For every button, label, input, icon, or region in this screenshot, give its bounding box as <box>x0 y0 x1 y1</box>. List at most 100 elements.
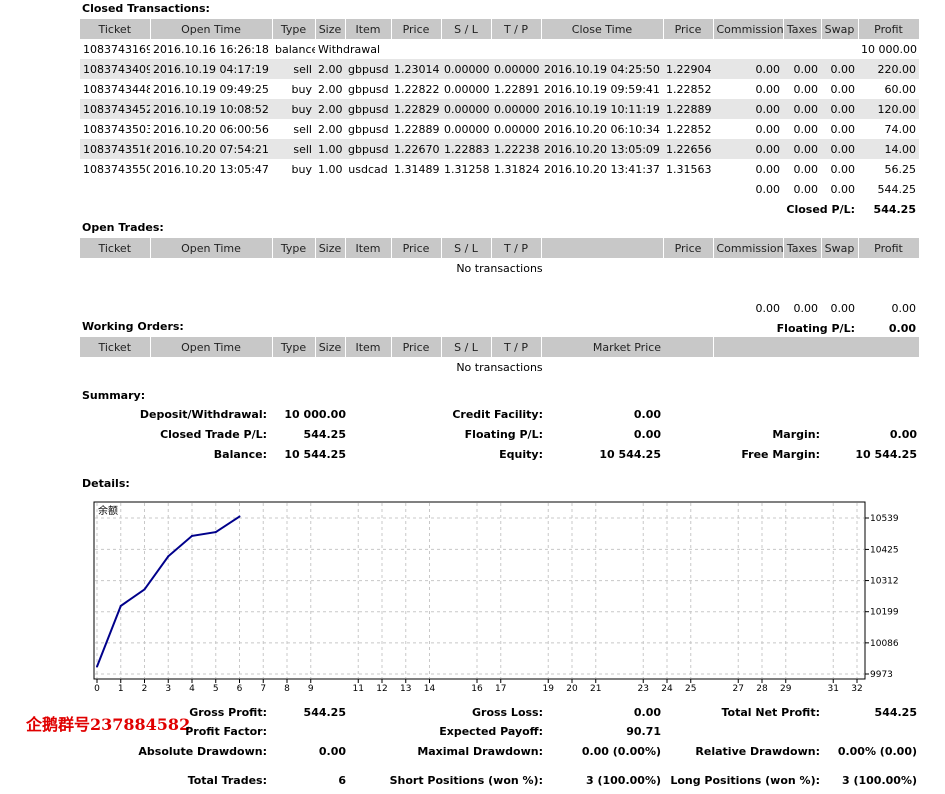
profit-cell: 120.00 <box>858 99 919 119</box>
column-header: T / P <box>491 337 542 357</box>
floating-pl-row: Floating P/L: 0.00 <box>80 318 919 338</box>
total-net-profit-value: 544.25 <box>874 706 917 719</box>
summary-title: Summary: <box>82 389 146 402</box>
column-header: Price <box>391 238 442 258</box>
type-cell: sell <box>272 139 315 159</box>
margin-value: 0.00 <box>889 428 917 441</box>
credit-value: 0.00 <box>633 408 661 421</box>
column-header: Size <box>315 238 346 258</box>
column-header: Type <box>272 19 316 39</box>
type-cell: balance <box>275 42 315 56</box>
table-row: 1083743503 2016.10.20 06:00:56 sell 2.00 gbp… <box>80 119 919 139</box>
table-row: 1083743452 2016.10.19 10:08:52 buy 2.00 gbpu… <box>80 99 919 119</box>
open-time-cell: 2016.10.16 16:26:18 <box>153 42 269 56</box>
relative-drawdown-label: Relative Drawdown: <box>695 745 820 758</box>
taxes-cell: 0.00 <box>783 139 821 159</box>
no-transactions-text: No transactions <box>456 360 543 374</box>
maximal-drawdown-label: Maximal Drawdown: <box>417 745 543 758</box>
ticket-cell: 1083743503 <box>83 122 150 136</box>
column-header: T / P <box>491 238 542 258</box>
open-trades-title: Open Trades: <box>82 221 164 234</box>
balance-point <box>167 555 170 558</box>
ticket-cell: 1083743448 <box>83 82 150 96</box>
column-header: Close Time <box>541 19 664 39</box>
column-header <box>541 238 664 258</box>
relative-drawdown-value: 0.00% (0.00) <box>837 745 917 758</box>
column-header: Open Time <box>150 19 273 39</box>
stop-loss-cell: 0.00000 <box>444 82 490 96</box>
swap-total: 0.00 <box>830 301 856 315</box>
x-tick-label: 2 <box>142 684 148 694</box>
swap-cell: 0.00 <box>821 59 858 79</box>
column-header: Type <box>272 238 316 258</box>
item-cell: usdcad <box>348 162 388 176</box>
spacer-cell <box>80 278 919 298</box>
take-profit-cell: 0.00000 <box>491 99 541 119</box>
open-time-cell: 2016.10.19 10:08:52 <box>150 99 272 119</box>
open-time-cell: 2016.10.20 07:54:21 <box>150 139 272 159</box>
closed-pl-value: 544.25 <box>873 202 916 216</box>
open-time-cell: 2016.10.20 06:00:56 <box>153 122 269 136</box>
x-tick-label: 24 <box>661 684 673 694</box>
commission-cell: 0.00 <box>755 162 781 176</box>
totals-row: 0.00 0.00 0.00 544.25 <box>80 179 919 199</box>
credit-label: Credit Facility: <box>452 408 543 421</box>
long-positions-value: 3 (100.00%) <box>841 774 917 787</box>
column-header: Taxes <box>783 19 822 39</box>
profit-factor-label: Profit Factor: <box>185 725 267 738</box>
long-positions-label: Long Positions (won %): <box>670 774 820 787</box>
deposit-value: 10 000.00 <box>284 408 346 421</box>
x-tick-label: 4 <box>189 684 195 694</box>
x-tick-label: 14 <box>424 684 436 694</box>
x-tick-label: 7 <box>260 684 266 694</box>
ticket-cell: 1083743516 <box>80 139 150 159</box>
column-header: Item <box>345 19 392 39</box>
gross-loss-value: 0.00 <box>633 706 661 719</box>
column-header: Commission <box>713 238 784 258</box>
price-cell: 1.22670 <box>391 139 441 159</box>
commission-cell: 0.00 <box>713 59 783 79</box>
short-positions-label: Short Positions (won %): <box>389 774 543 787</box>
balance-label: Balance: <box>213 448 267 461</box>
profit-cell: 56.25 <box>884 162 917 176</box>
size-cell: 2.00 <box>318 122 343 136</box>
x-tick-label: 21 <box>590 684 601 694</box>
x-tick-label: 12 <box>376 684 387 694</box>
take-profit-cell: 0.00000 <box>494 122 540 136</box>
x-tick-label: 29 <box>780 684 792 694</box>
total-net-profit-label: Total Net Profit: <box>721 706 821 719</box>
expected-payoff-label: Expected Payoff: <box>439 725 543 738</box>
spacer-cell <box>80 318 713 338</box>
swap-cell: 0.00 <box>830 122 856 136</box>
column-header: Swap <box>821 238 859 258</box>
x-tick-label: 1 <box>118 684 124 694</box>
close-price-cell: 1.22852 <box>666 82 712 96</box>
absolute-drawdown-label: Absolute Drawdown: <box>138 745 267 758</box>
taxes-total: 0.00 <box>793 182 819 196</box>
stop-loss-cell: 0.00000 <box>441 99 491 119</box>
price-cell: 1.23014 <box>391 59 441 79</box>
profit-total: 544.25 <box>877 182 917 196</box>
stop-loss-cell: 1.22883 <box>441 139 491 159</box>
working-orders-title: Working Orders: <box>82 320 184 333</box>
profit-cell: 10 000.00 <box>861 42 917 56</box>
price-cell: 1.22829 <box>391 99 441 119</box>
balance-point <box>119 604 122 607</box>
take-profit-cell: 1.22238 <box>491 139 541 159</box>
close-time-cell: 2016.10.20 06:10:34 <box>544 122 660 136</box>
gross-profit-value: 544.25 <box>303 706 346 719</box>
open-time-cell: 2016.10.19 04:17:19 <box>150 59 272 79</box>
close-price-cell: 1.31563 <box>666 162 712 176</box>
spacer-cell <box>80 298 713 318</box>
spacer-row <box>80 278 919 298</box>
size-cell: 2.00 <box>315 59 345 79</box>
close-price-cell: 1.22656 <box>663 139 713 159</box>
gross-loss-label: Gross Loss: <box>472 706 543 719</box>
type-cell: buy <box>291 82 312 96</box>
y-tick-label: 10539 <box>870 514 899 524</box>
